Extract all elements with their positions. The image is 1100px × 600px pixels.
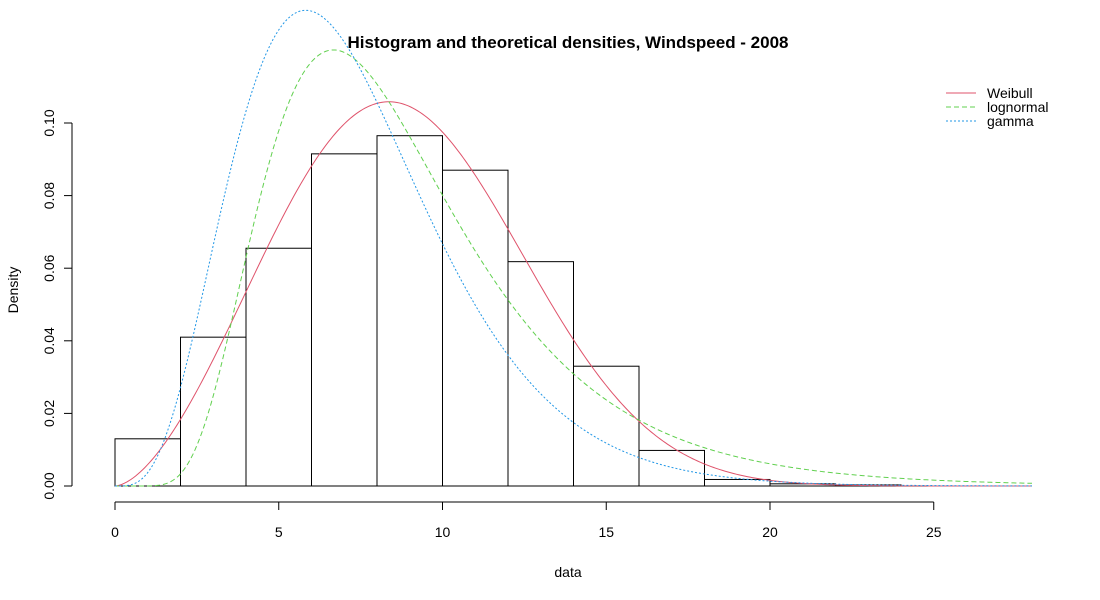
x-axis: 0 5 10 15 20 25 xyxy=(111,501,942,540)
histogram-bar xyxy=(638,449,705,487)
y-axis: 0.00 0.02 0.04 0.06 0.08 0.10 xyxy=(41,109,73,500)
y-tick-label: 0.02 xyxy=(41,400,57,427)
histogram-bars xyxy=(114,135,1032,487)
histogram-bar xyxy=(114,438,181,487)
histogram-bar xyxy=(442,169,509,487)
density-curve-gamma xyxy=(115,9,1033,487)
histogram-bar xyxy=(507,261,574,487)
legend-label: lognormal xyxy=(987,99,1048,115)
y-tick-label: 0.08 xyxy=(41,182,57,209)
chart-title: Histogram and theoretical densities, Win… xyxy=(347,33,788,52)
x-tick-label: 15 xyxy=(598,524,614,540)
histogram-bar xyxy=(245,247,312,487)
x-tick-label: 25 xyxy=(926,524,942,540)
density-curve-lognormal xyxy=(115,49,1033,487)
density-curves xyxy=(114,9,1033,487)
histogram-bar xyxy=(573,365,640,487)
y-tick-label: 0.06 xyxy=(41,254,57,281)
legend-label: Weibull xyxy=(987,85,1033,101)
y-tick-label: 0.04 xyxy=(41,327,57,354)
y-tick-label: 0.10 xyxy=(41,109,57,136)
x-tick-label: 0 xyxy=(111,524,119,540)
histogram-bar xyxy=(311,153,378,487)
x-tick-label: 20 xyxy=(762,524,778,540)
y-tick-label: 0.00 xyxy=(41,472,57,499)
y-axis-label: Density xyxy=(5,267,21,314)
x-tick-label: 5 xyxy=(275,524,283,540)
histogram-bar xyxy=(376,135,443,487)
density-curve-weibull xyxy=(114,101,1032,487)
x-tick-label: 10 xyxy=(435,524,451,540)
x-axis-label: data xyxy=(554,564,581,580)
legend-label: gamma xyxy=(987,113,1034,129)
